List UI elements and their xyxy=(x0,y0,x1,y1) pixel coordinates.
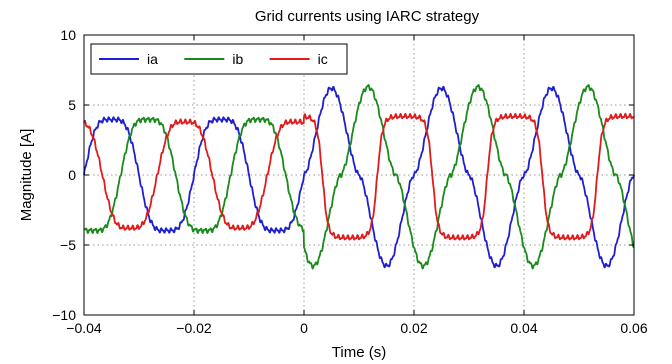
legend: ia ib ic xyxy=(90,43,348,75)
legend-label-ia: ia xyxy=(147,51,158,67)
x-tick-label: 0 xyxy=(300,320,308,336)
x-tick-labels: −0.04 −0.02 0 0.02 0.04 0.06 xyxy=(66,320,648,336)
x-tick-label: 0.06 xyxy=(620,320,647,336)
y-tick-labels: −10 −5 0 5 10 xyxy=(52,27,76,323)
series-line-ic xyxy=(83,112,635,241)
legend-label-ib: ib xyxy=(232,51,243,67)
y-tick-label: 0 xyxy=(68,167,76,183)
chart-title: Grid currents using IARC strategy xyxy=(255,8,480,25)
legend-label-ic: ic xyxy=(318,51,328,67)
y-axis-title: Magnitude [A] xyxy=(18,129,35,222)
x-tick-label: −0.02 xyxy=(176,320,212,336)
series-line-ib xyxy=(83,84,635,270)
series-layer xyxy=(83,84,635,270)
y-tick-label: 5 xyxy=(68,97,76,113)
ticks xyxy=(83,34,635,316)
x-tick-label: 0.02 xyxy=(400,320,427,336)
y-tick-label: 10 xyxy=(60,27,76,43)
y-tick-label: −5 xyxy=(60,237,76,253)
x-tick-label: 0.04 xyxy=(510,320,537,336)
series-line-ia xyxy=(83,85,635,269)
x-axis-title: Time (s) xyxy=(332,344,386,361)
x-tick-label: −0.04 xyxy=(66,320,102,336)
y-tick-label: −10 xyxy=(52,307,76,323)
